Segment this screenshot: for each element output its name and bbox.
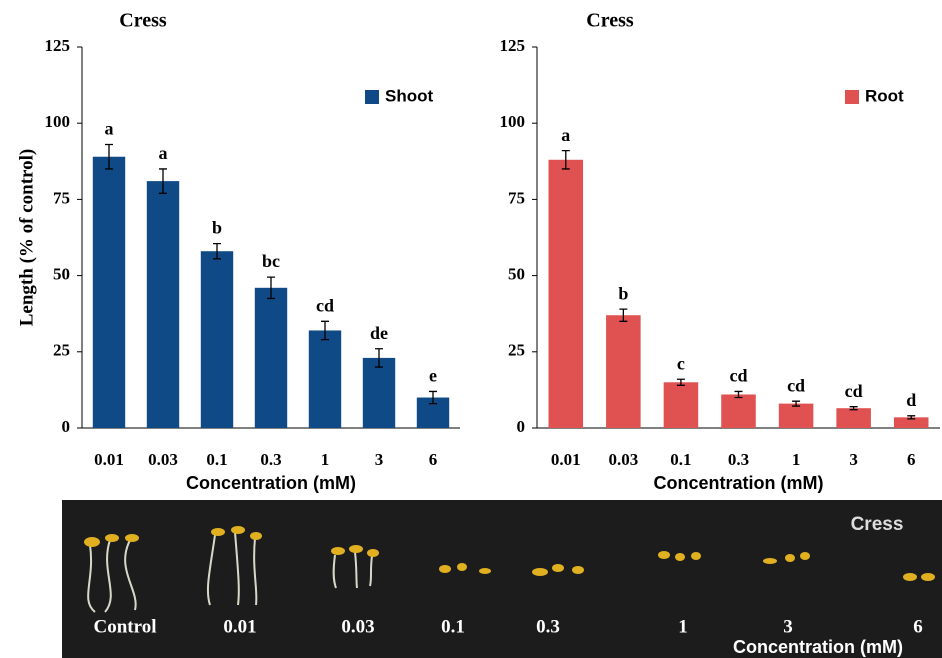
x-tick-label: 0.01 bbox=[551, 450, 581, 469]
significance-letter: a bbox=[105, 119, 114, 139]
photo-label: 6 bbox=[913, 616, 923, 637]
y-tick-label: 75 bbox=[53, 188, 70, 207]
y-tick-label: 0 bbox=[62, 417, 71, 436]
bar bbox=[606, 315, 641, 428]
significance-letter: cd bbox=[316, 295, 334, 315]
bar bbox=[721, 394, 756, 428]
photo bbox=[62, 500, 942, 658]
significance-letter: de bbox=[370, 323, 388, 343]
significance-letter: cd bbox=[787, 375, 805, 395]
legend-swatch bbox=[365, 90, 379, 104]
significance-letter: e bbox=[429, 366, 437, 386]
photo-axis-label: Concentration (mM) bbox=[733, 637, 903, 657]
chart-title: Cress bbox=[119, 10, 167, 32]
photo-label: 0.03 bbox=[341, 616, 374, 637]
x-tick-label: 6 bbox=[907, 450, 916, 469]
bar bbox=[201, 251, 233, 428]
bar bbox=[836, 408, 871, 428]
x-tick-label: 3 bbox=[375, 450, 384, 469]
x-tick-label: 0.1 bbox=[670, 450, 691, 469]
x-tick-label: 0.03 bbox=[148, 450, 178, 469]
y-tick-label: 75 bbox=[508, 188, 525, 207]
y-tick-label: 125 bbox=[500, 36, 526, 55]
chart-title: Cress bbox=[586, 10, 634, 32]
photo-label: 1 bbox=[678, 616, 688, 637]
significance-letter: b bbox=[212, 218, 222, 238]
significance-letter: b bbox=[618, 283, 628, 303]
x-tick-label: 0.3 bbox=[260, 450, 281, 469]
significance-letter: cd bbox=[730, 366, 748, 386]
figure: Cress Concentration (mM) Control 0.01 0.03… bbox=[0, 0, 942, 658]
significance-letter: d bbox=[906, 390, 916, 410]
y-tick-label: 100 bbox=[500, 112, 526, 131]
y-tick-label: 100 bbox=[45, 112, 71, 131]
x-tick-label: 1 bbox=[792, 450, 801, 469]
photo-label: 3 bbox=[783, 616, 793, 637]
photo-label: 0.01 bbox=[223, 616, 256, 637]
x-tick-label: 0.03 bbox=[608, 450, 638, 469]
bar bbox=[93, 157, 125, 428]
photo-label: Control bbox=[94, 616, 157, 637]
significance-letter: a bbox=[159, 143, 168, 163]
x-tick-label: 0.1 bbox=[206, 450, 227, 469]
x-tick-label: 0.01 bbox=[94, 450, 124, 469]
photo-title: Cress bbox=[851, 514, 904, 535]
x-tick-label: 6 bbox=[429, 450, 438, 469]
y-tick-label: 25 bbox=[53, 341, 70, 360]
x-axis-label: Concentration (mM) bbox=[186, 473, 356, 493]
y-axis-label: Length (% of control) bbox=[16, 149, 37, 327]
x-tick-label: 3 bbox=[849, 450, 858, 469]
legend-label: Root bbox=[865, 86, 904, 105]
legend-swatch bbox=[845, 90, 859, 104]
legend-label: Shoot bbox=[385, 86, 433, 105]
bar bbox=[255, 288, 287, 428]
bar bbox=[779, 404, 814, 428]
photo-label: 0.3 bbox=[536, 616, 560, 637]
significance-letter: c bbox=[677, 353, 685, 373]
y-tick-label: 125 bbox=[45, 36, 71, 55]
bar bbox=[309, 330, 341, 428]
bar bbox=[147, 181, 179, 428]
x-axis-label: Concentration (mM) bbox=[654, 473, 824, 493]
bar bbox=[549, 160, 584, 428]
y-tick-label: 50 bbox=[508, 265, 525, 284]
significance-letter: bc bbox=[262, 251, 280, 271]
x-tick-label: 1 bbox=[321, 450, 330, 469]
bar bbox=[363, 358, 395, 428]
x-tick-label: 0.3 bbox=[728, 450, 749, 469]
photo-label: 0.1 bbox=[441, 616, 465, 637]
y-tick-label: 0 bbox=[517, 417, 526, 436]
y-tick-label: 50 bbox=[53, 265, 70, 284]
y-tick-label: 25 bbox=[508, 341, 525, 360]
bar bbox=[664, 382, 699, 428]
significance-letter: a bbox=[561, 125, 570, 145]
significance-letter: cd bbox=[845, 381, 863, 401]
